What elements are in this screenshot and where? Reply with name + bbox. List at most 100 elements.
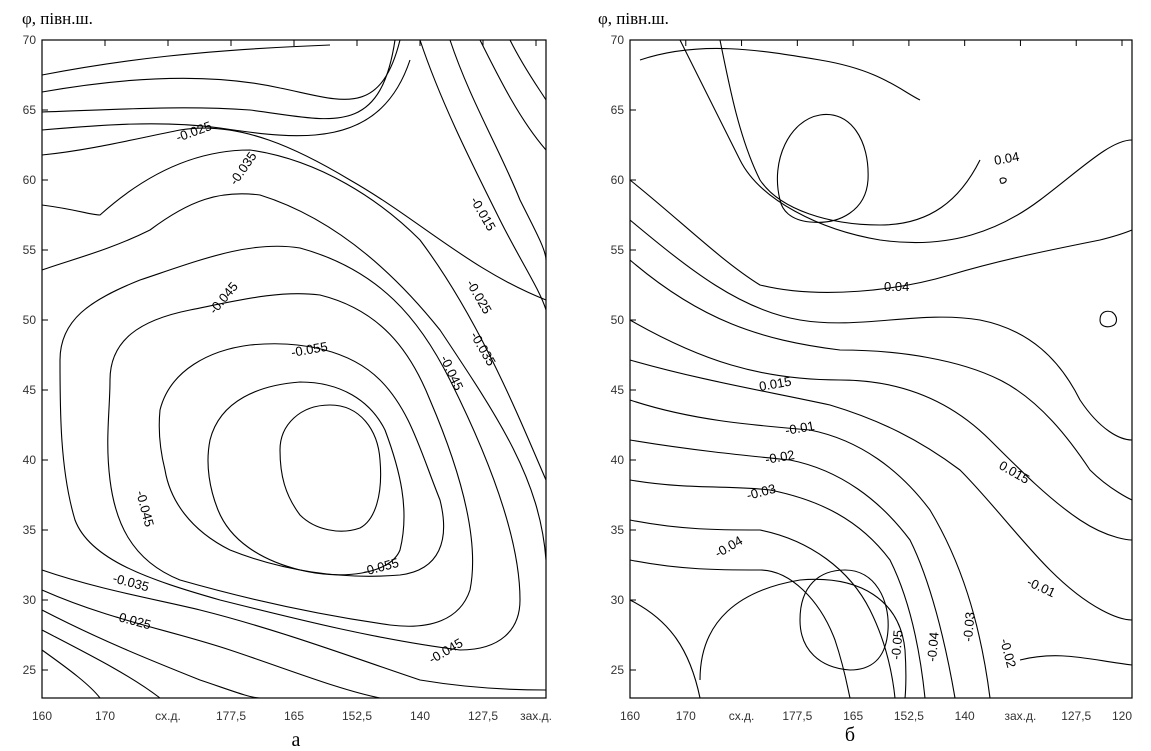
x-tick-label: сх.д. [155,709,181,723]
x-tick-label: 140 [410,709,430,723]
x-tick-label: 160 [620,709,640,723]
contour-label: -0.035 [226,149,259,188]
y-tick-label: 65 [23,103,37,117]
x-tick-label: 170 [95,709,115,723]
contour-line [41,569,547,691]
contour-label: 0.04 [993,149,1021,168]
contour-line [629,219,1133,441]
contour-line [41,39,401,100]
contour-line [699,578,907,699]
y-tick-label: 55 [611,243,625,257]
contour-line [629,179,1133,293]
contour-label: -0.03 [745,481,778,503]
contour-line [776,113,869,223]
contour-line [449,39,547,261]
contour-line [107,293,474,627]
contour-label: -0.03 [960,611,978,642]
contour-line [799,569,889,671]
y-tick-label: 35 [23,523,37,537]
y-tick-label: 65 [611,103,625,117]
panel-a-frame [41,39,547,699]
y-tick-label: 45 [611,383,625,397]
contour-line [629,559,851,699]
panel-a-contours [41,39,547,699]
contour-label: -0.025 [463,277,494,316]
contour-label: -0.05 [888,629,906,660]
contour-line [41,609,261,699]
x-tick-label: 120 [1112,709,1132,723]
contour-line [158,343,445,577]
contour-line [279,404,382,532]
contour-label: -0.025 [113,608,153,632]
contour-label: -0.025 [174,118,214,145]
contour-line [629,439,956,699]
y-tick-label: 35 [611,523,625,537]
y-tick-label: 45 [23,383,37,397]
panel-b-y-axis-title: φ, півн.ш. [598,9,669,28]
panel-a-label: а [292,729,301,751]
contour-line [629,319,1133,541]
x-tick-label: 127,5 [1061,709,1091,723]
y-tick-label: 30 [611,593,625,607]
contour-line [509,39,547,101]
contour-line [629,599,701,699]
contour-label: -0.01 [1025,574,1058,600]
contour-line [639,47,921,101]
contour-line [479,39,547,151]
contour-label: -0.01 [784,418,816,438]
panel-a: 70 65 60 55 50 45 40 35 30 25 160 170 сх.д. 177,5 165… [22,9,552,751]
contour-label: -0.015 [467,194,498,233]
x-tick-label: 170 [676,709,696,723]
contour-label: -0.045 [437,353,466,393]
x-tick-label: 177,5 [782,709,812,723]
y-tick-label: 40 [23,453,37,467]
contour-line [59,245,521,651]
contour-label: -0.04 [924,631,942,662]
y-tick-label: 30 [23,593,37,607]
contour-label: -0.035 [467,329,498,368]
contour-line [41,589,381,699]
x-tick-label: 160 [32,709,52,723]
contour-line [719,39,981,226]
panel-a-x-ticks: 160 170 сх.д. 177,5 165 152,5 140 127,5 зах.д. [32,40,552,723]
contour-line [679,39,1133,244]
x-tick-label: зах.д. [520,709,552,723]
y-tick-label: 40 [611,453,625,467]
contour-label: -0.045 [133,489,157,529]
contour-label: -0.02 [997,637,1019,670]
panel-b-x-ticks: 160 170 сх.д. 177,5 165 152,5 140 зах.д. 127,5 12… [620,40,1132,723]
panel-b-y-ticks: 70 65 60 55 50 45 40 35 30 25 [611,33,636,677]
panel-a-y-ticks: 70 65 60 55 50 45 40 35 30 25 [23,33,48,677]
x-tick-label: сх.д. [729,709,755,723]
y-tick-label: 25 [611,663,625,677]
contour-line [999,177,1007,184]
y-tick-label: 50 [611,313,625,327]
contour-line [1019,655,1133,666]
contour-line [207,381,405,576]
contour-line [1099,310,1118,328]
y-tick-label: 60 [611,173,625,187]
panel-b: 70 65 60 55 50 45 40 35 30 25 160 170 сх.д. 177,5 165… [598,9,1133,746]
x-tick-label: 152,5 [894,709,924,723]
contour-line [629,259,1133,501]
contour-line [41,127,547,301]
contour-label: -0.045 [426,635,465,666]
contour-line [41,44,331,76]
y-tick-label: 55 [23,243,37,257]
panel-b-label: б [845,724,855,746]
x-tick-label: 152,5 [342,709,372,723]
contour-line [41,39,396,120]
panel-b-contour-labels: 0.04 0.04 0.015 -0.01 -0.02 -0.03 -0.04 … [712,149,1058,670]
x-tick-label: 177,5 [216,709,246,723]
panel-b-contours [629,39,1133,699]
x-tick-label: зах.д. [1005,709,1037,723]
panel-a-y-axis-title: φ, півн.ш. [22,9,93,28]
y-tick-label: 25 [23,663,37,677]
x-tick-label: 127,5 [468,709,498,723]
contour-line [41,59,411,137]
contour-label: 0.015 [997,458,1033,487]
contour-label: -0.045 [206,279,241,317]
contour-line [41,193,547,561]
contour-label: 0.04 [884,279,909,294]
